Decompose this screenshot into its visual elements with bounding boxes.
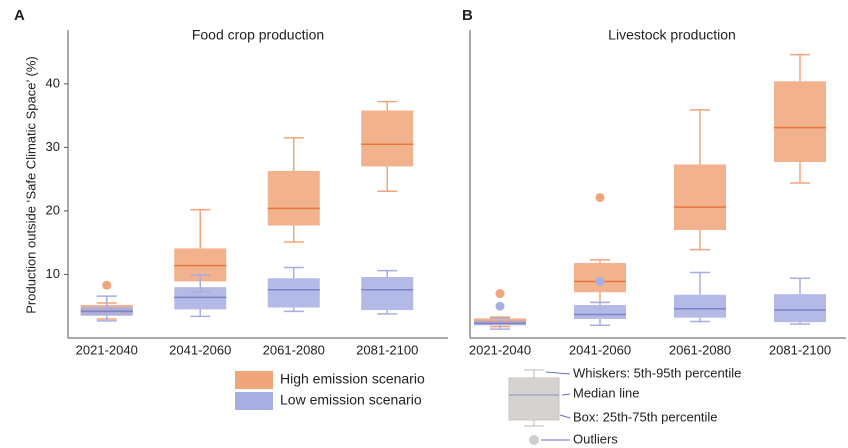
- outlier: [495, 289, 505, 299]
- key-label: Box: 25th-75th percentile: [573, 409, 718, 424]
- y-tick-label: 30: [46, 139, 60, 154]
- box: [174, 287, 227, 310]
- key-label: Whiskers: 5th-95th percentile: [573, 365, 741, 380]
- outlier: [595, 276, 605, 286]
- outlier: [495, 301, 505, 311]
- x-tick-label: 2041-2060: [569, 342, 631, 357]
- box: [267, 170, 320, 226]
- box: [574, 304, 626, 319]
- chart-title: Livestock production: [608, 27, 736, 43]
- box: [267, 278, 320, 308]
- legend-swatch: [235, 371, 273, 389]
- x-tick-label: 2021-2040: [469, 342, 531, 357]
- x-tick-label: 2081-2100: [769, 342, 831, 357]
- outlier: [102, 280, 112, 290]
- y-tick-label: 10: [46, 266, 60, 281]
- legend-swatch: [235, 392, 273, 410]
- x-tick-label: 2041-2060: [169, 342, 231, 357]
- box: [674, 294, 726, 318]
- legend-label: Low emission scenario: [280, 392, 422, 408]
- x-tick-label: 2081-2100: [356, 342, 418, 357]
- box: [674, 164, 726, 230]
- legend-label: High emission scenario: [280, 371, 425, 387]
- x-tick-label: 2061-2080: [669, 342, 731, 357]
- outlier: [595, 193, 605, 203]
- x-tick-label: 2021-2040: [76, 342, 138, 357]
- y-axis-label: Production outside ‘Safe Climatic Space’…: [23, 56, 38, 313]
- box: [361, 110, 414, 167]
- x-tick-label: 2061-2080: [263, 342, 325, 357]
- key-label: Outliers: [573, 431, 618, 446]
- box: [774, 294, 826, 323]
- y-tick-label: 20: [46, 202, 60, 217]
- box-key: [508, 369, 571, 445]
- box: [361, 277, 414, 311]
- chart-title: Food crop production: [192, 27, 324, 43]
- y-tick-label: 40: [46, 75, 60, 90]
- panel-label: A: [14, 7, 25, 24]
- box: [774, 81, 826, 162]
- key-label: Median line: [573, 385, 640, 400]
- panel-label: B: [462, 7, 473, 24]
